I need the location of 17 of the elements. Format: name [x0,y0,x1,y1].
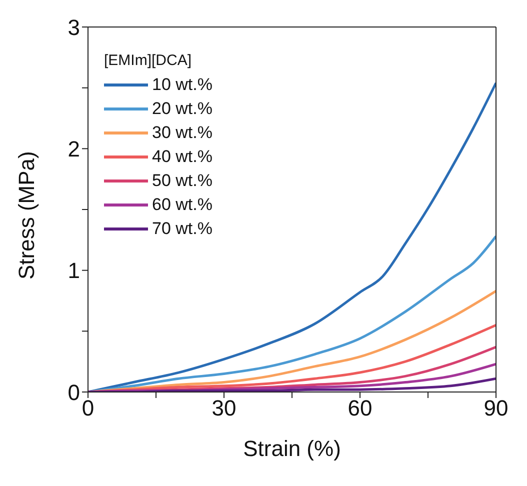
legend-label: 70 wt.% [152,219,212,239]
legend-label: 10 wt.% [152,75,212,95]
x-tick-label: 60 [348,396,372,421]
legend-label: 20 wt.% [152,99,212,119]
legend-label: 40 wt.% [152,147,212,167]
legend-label: 50 wt.% [152,171,212,191]
x-tick-label: 90 [484,396,508,421]
y-axis-title: Stress (MPa) [14,151,39,280]
x-tick-label: 30 [212,396,236,421]
legend-label: 30 wt.% [152,123,212,143]
y-tick-label: 3 [68,14,80,40]
y-tick-label: 1 [68,258,80,284]
x-axis-title: Strain (%) [243,436,341,461]
legend-label: 60 wt.% [152,195,212,215]
y-tick-label: 0 [68,380,80,405]
legend-title: [EMIm][DCA] [104,52,193,69]
y-tick-label: 2 [68,136,80,162]
